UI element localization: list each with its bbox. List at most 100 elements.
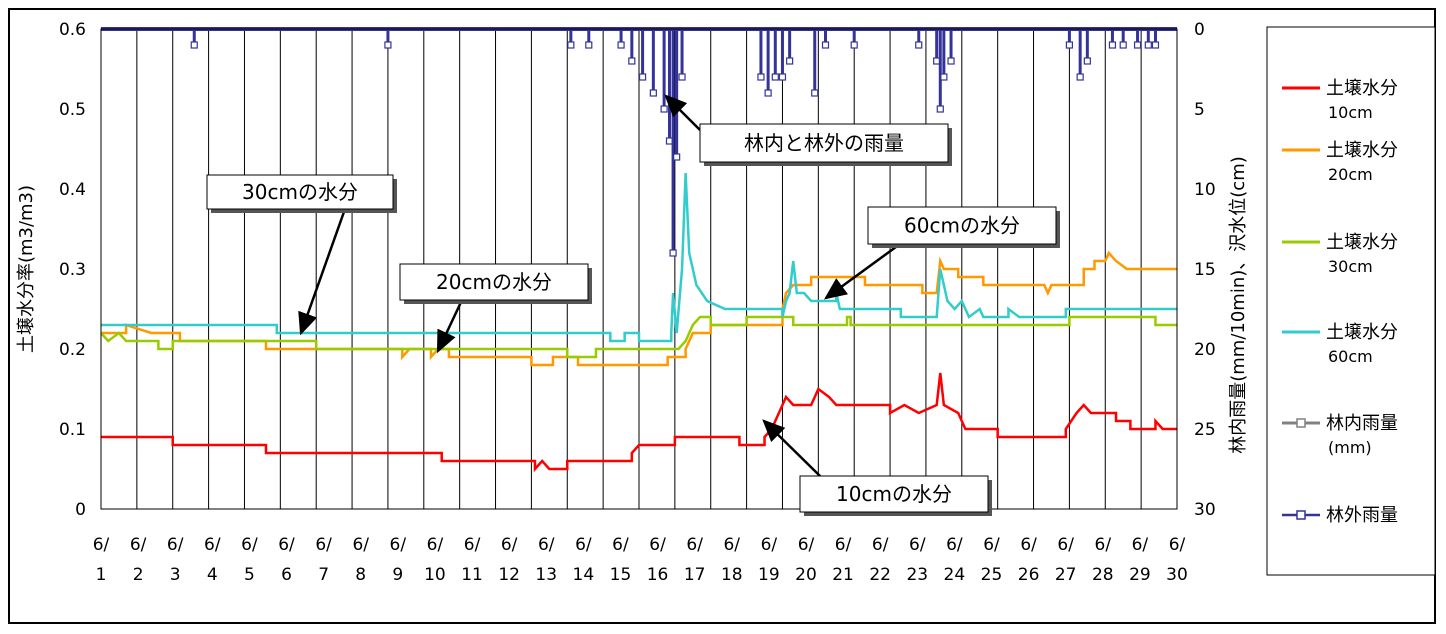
rain-marker: [1133, 41, 1142, 49]
x-tick-label-month: 6/: [352, 535, 369, 555]
x-tick-label-day: 16: [647, 565, 669, 585]
rain-marker: [786, 57, 794, 65]
rain-marker: [757, 73, 765, 81]
axis-labels: 0.6 0.5 0.4 0.3 0.2 0.1 0 0 5 10 15 20 25 30 6/1 6/2 6/3…: [16, 20, 1249, 585]
x-tick-label-month: 6/: [167, 535, 184, 555]
y-right-tick-label: 15: [1194, 260, 1216, 280]
legend-series-name: 林外雨量: [1326, 505, 1398, 526]
x-tick-label-month: 6/: [130, 535, 147, 555]
y-left-tick-label: 0.5: [59, 100, 86, 120]
rain-marker: [936, 105, 944, 113]
x-tick-label-day: 1: [96, 565, 107, 585]
rain-marker: [384, 41, 392, 49]
y-right-tick-label: 25: [1194, 420, 1216, 440]
annotation-label: 60cmの水分: [904, 214, 1020, 238]
annotation-box: [867, 206, 1057, 245]
rain-marker: [1108, 41, 1117, 49]
x-tick-label-day: 24: [944, 565, 966, 585]
rain-marker: [850, 41, 858, 49]
x-tick-label-day: 21: [832, 565, 854, 585]
y-right-tick-label: 20: [1194, 340, 1216, 360]
x-tick-label-day: 12: [498, 565, 520, 585]
legend-series-sub: 20cm: [1328, 165, 1373, 184]
rain-marker: [1119, 41, 1127, 49]
legend-box: [1266, 26, 1436, 576]
rain-marker: [947, 57, 955, 65]
x-tick-label-day: 9: [392, 565, 403, 585]
x-tick-label-day: 30: [1166, 565, 1188, 585]
x-tick-label-month: 6/: [1132, 535, 1149, 555]
x-tick-label-day: 7: [318, 565, 329, 585]
grid-lines: [136, 29, 1142, 509]
legend-series-sub: 30cm: [1328, 257, 1373, 276]
x-tick-label-month: 6/: [761, 535, 778, 555]
rain-marker: [771, 73, 779, 81]
y-left-tick-label: 0.4: [59, 180, 86, 200]
rain-marker: [567, 41, 575, 49]
annotation-arrow: [823, 242, 901, 300]
x-tick-label-month: 6/: [501, 535, 518, 555]
rain-marker: [778, 73, 787, 81]
rain-marker: [638, 73, 647, 81]
rain-marker: [617, 41, 625, 49]
legend-series-name: 林内雨量: [1326, 413, 1398, 434]
x-tick-label-day: 13: [535, 565, 557, 585]
series-line-30cm: [100, 315, 1177, 359]
legend-marker: [1296, 418, 1306, 428]
annotation-box: [399, 263, 589, 301]
annotation-arrow: [436, 299, 464, 354]
x-tick-label-day: 25: [981, 565, 1003, 585]
x-tick-label-day: 18: [721, 565, 743, 585]
annotation-box: [799, 475, 989, 513]
rain-marker: [678, 73, 686, 81]
x-tick-label-month: 6/: [872, 535, 889, 555]
legend-marker: [1296, 510, 1306, 520]
x-tick-label-month: 6/: [946, 535, 963, 555]
x-tick-label-month: 6/: [241, 535, 258, 555]
x-tick-label-day: 17: [684, 565, 706, 585]
y-left-tick-label: 0: [75, 500, 86, 520]
series-line-10cm: [101, 372, 1177, 473]
x-tick-label-month: 6/: [1057, 535, 1074, 555]
x-tick-label-month: 6/: [315, 535, 332, 555]
x-tick-label-month: 6/: [1169, 535, 1186, 555]
annotations-layer: 林内と林外の雨量 30cmの水分 20cmの水分 60cmの水分 10cmの水分: [206, 94, 1060, 516]
x-tick-label-day: 2: [133, 565, 144, 585]
rain-marker: [649, 89, 657, 97]
y-left-tick-label: 0.3: [59, 260, 86, 280]
annotation-arrow: [664, 94, 701, 131]
x-tick-label-month: 6/: [1020, 535, 1037, 555]
rain-marker: [940, 73, 948, 81]
annotation-box: [206, 174, 394, 210]
legend-series-name: 土壌水分: [1326, 232, 1398, 253]
annotation-box: [699, 123, 949, 163]
rain-marker: [669, 249, 677, 257]
x-tick-label-month: 6/: [1095, 535, 1112, 555]
x-tick-label-day: 15: [610, 565, 632, 585]
x-tick-label-day: 28: [1092, 565, 1114, 585]
y-left-axis-title: 土壌水分率(m3/m3): [16, 185, 37, 353]
rain-marker: [660, 105, 668, 113]
legend: 土壌水分 10cm 土壌水分 20cm 土壌水分 30cm 土壌水分 60cm 林内雨量 (mm)…: [1266, 26, 1436, 576]
y-right-tick-label: 10: [1194, 180, 1216, 200]
y-left-tick-label: 0.6: [59, 20, 86, 40]
x-tick-label-day: 20: [795, 565, 817, 585]
x-tick-label-month: 6/: [723, 535, 740, 555]
x-tick-label-month: 6/: [464, 535, 481, 555]
x-tick-label-month: 6/: [427, 535, 444, 555]
y-right-tick-label: 30: [1194, 500, 1216, 520]
legend-series-name: 土壌水分: [1326, 78, 1398, 99]
legend-series-sub: (mm): [1328, 438, 1372, 457]
x-tick-label-month: 6/: [278, 535, 295, 555]
annotation-label: 20cmの水分: [436, 270, 552, 294]
x-tick-label-day: 22: [869, 565, 891, 585]
annotation-arrow: [298, 208, 347, 336]
rain-marker: [821, 41, 830, 49]
x-tick-label-day: 6: [281, 565, 292, 585]
series-line-60cm: [101, 172, 1177, 343]
legend-series-sub: 60cm: [1328, 347, 1373, 366]
rain-marker: [190, 41, 198, 49]
y-left-tick-label: 0.1: [59, 420, 86, 440]
rain-marker: [673, 153, 681, 161]
